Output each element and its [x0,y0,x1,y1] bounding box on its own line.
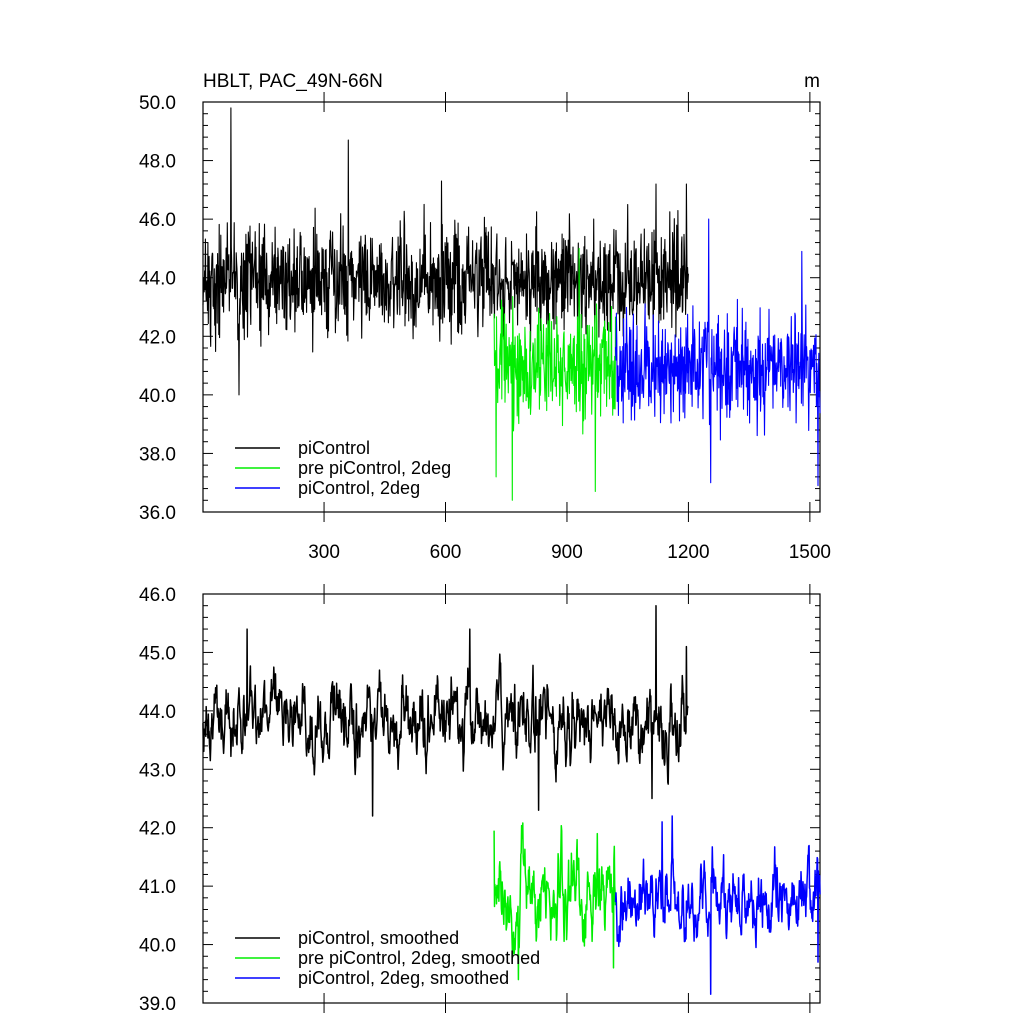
legend-label: piControl, 2deg [298,478,420,498]
series-line-0 [202,604,689,817]
y-tick-label: 42.0 [139,327,176,348]
series-line-2 [614,218,821,487]
units-label: m [804,71,820,92]
x-tick-label: 1500 [789,542,831,563]
y-tick-label: 44.0 [139,269,176,290]
y-tick-label: 46.0 [139,585,176,606]
x-tick-label: 600 [430,542,462,563]
series-line-1 [493,822,617,981]
plot-frame [202,593,821,1004]
legend-label: pre piControl, 2deg [298,458,451,478]
x-tick-label: 900 [551,542,583,563]
legend-label: piControl, smoothed [298,928,459,948]
chart-title: HBLT, PAC_49N-66N [203,71,383,92]
y-tick-label: 48.0 [139,152,176,173]
panel-bottom: 39.0 40.0 41.0 42.0 43.0 44.0 45.0 46.0 piContro… [139,584,821,1015]
y-tick-label: 41.0 [139,877,176,898]
series-line-2 [614,815,821,995]
y-tick-label: 36.0 [139,503,176,524]
y-tick-label: 42.0 [139,819,176,840]
x-tick-label: 1200 [667,542,709,563]
series-line-1 [493,247,617,501]
x-tick-label: 300 [308,542,340,563]
y-tick-label: 45.0 [139,643,176,664]
series-line-0 [202,107,689,396]
y-tick-label: 38.0 [139,444,176,465]
y-tick-label: 46.0 [139,210,176,231]
y-tick-label: 40.0 [139,386,176,407]
y-tick-label: 40.0 [139,936,176,957]
y-tick-label: 43.0 [139,760,176,781]
panel-top: 36.0 38.0 40.0 42.0 44.0 46.0 48.0 50.0 300 600 90… [139,92,831,563]
y-tick-label: 50.0 [139,93,176,114]
y-tick-label: 44.0 [139,702,176,723]
y-tick-label: 39.0 [139,994,176,1015]
legend-label: piControl, 2deg, smoothed [298,968,509,988]
plot-frame [202,101,821,513]
legend-label: piControl [298,438,370,458]
legend-label: pre piControl, 2deg, smoothed [298,948,540,968]
